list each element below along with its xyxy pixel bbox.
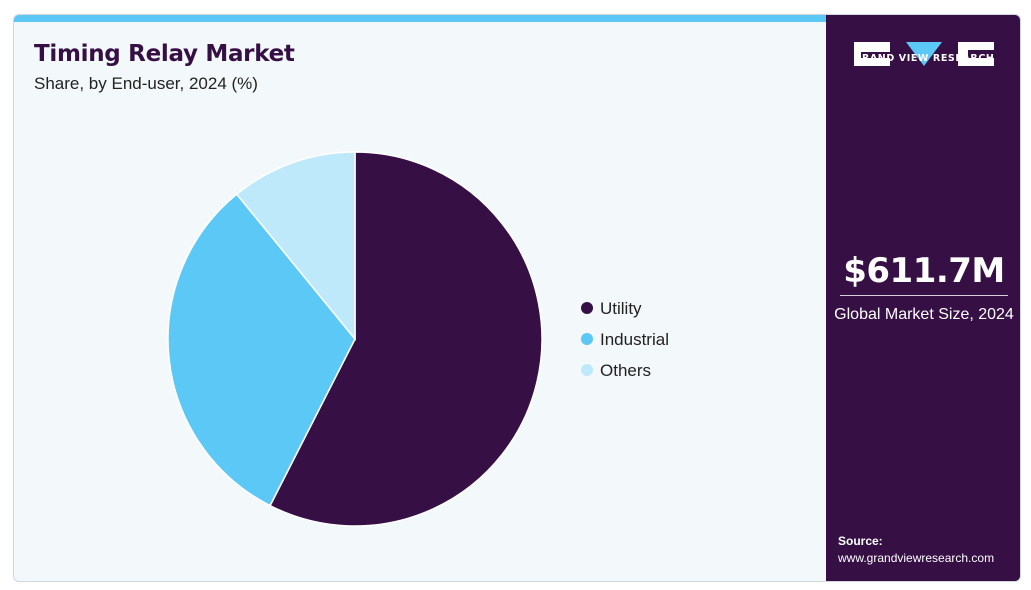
market-size-label: Global Market Size, 2024 xyxy=(834,306,1014,323)
chart-panel: Timing Relay Market Share, by End-user, … xyxy=(14,15,826,581)
info-sidebar: GRAND VIEW RESEARCH $611.7M Global Marke… xyxy=(826,15,1020,581)
legend-label-utility: Utility xyxy=(600,299,642,318)
source-url[interactable]: www.grandviewresearch.com xyxy=(838,551,995,565)
legend-label-others: Others xyxy=(600,361,651,380)
accent-bar xyxy=(14,15,826,22)
pie-slice-utility xyxy=(269,151,543,527)
grand-view-research-logo-icon xyxy=(854,42,994,66)
pie-slice-industrial xyxy=(167,193,356,507)
brand-name: GRAND VIEW RESEARCH xyxy=(853,53,995,64)
legend-label-industrial: Industrial xyxy=(600,330,669,349)
chart-title: Timing Relay Market xyxy=(34,41,295,67)
legend-marker-industrial xyxy=(581,333,593,345)
source-label: Source: xyxy=(838,534,883,548)
chart-subtitle: Share, by End-user, 2024 (%) xyxy=(34,74,258,93)
chart-card: Timing Relay Market Share, by End-user, … xyxy=(13,14,1021,582)
legend-marker-utility xyxy=(581,302,593,314)
pie-slice-others xyxy=(235,151,356,342)
stat-divider xyxy=(840,295,1008,296)
legend-marker-others xyxy=(581,364,593,376)
market-size-value: $611.7M xyxy=(843,251,1005,291)
pie-chart: Utility Industrial Others xyxy=(167,151,669,527)
